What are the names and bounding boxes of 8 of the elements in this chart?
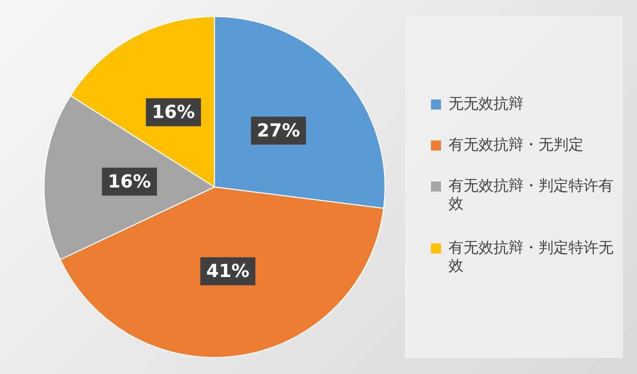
data-label: 16% [108,171,151,192]
legend-label: 无无效抗辩 [448,94,524,112]
data-label: 27% [256,120,300,142]
legend-label: 有无效抗辩・判定特许有效 [448,176,614,212]
data-label: 41% [206,260,250,282]
legend-label: 有无效抗辩・无判定 [448,135,584,154]
data-label: 16% [152,102,195,123]
legend-label: 有无效抗辩・判定特许无效 [448,238,614,274]
